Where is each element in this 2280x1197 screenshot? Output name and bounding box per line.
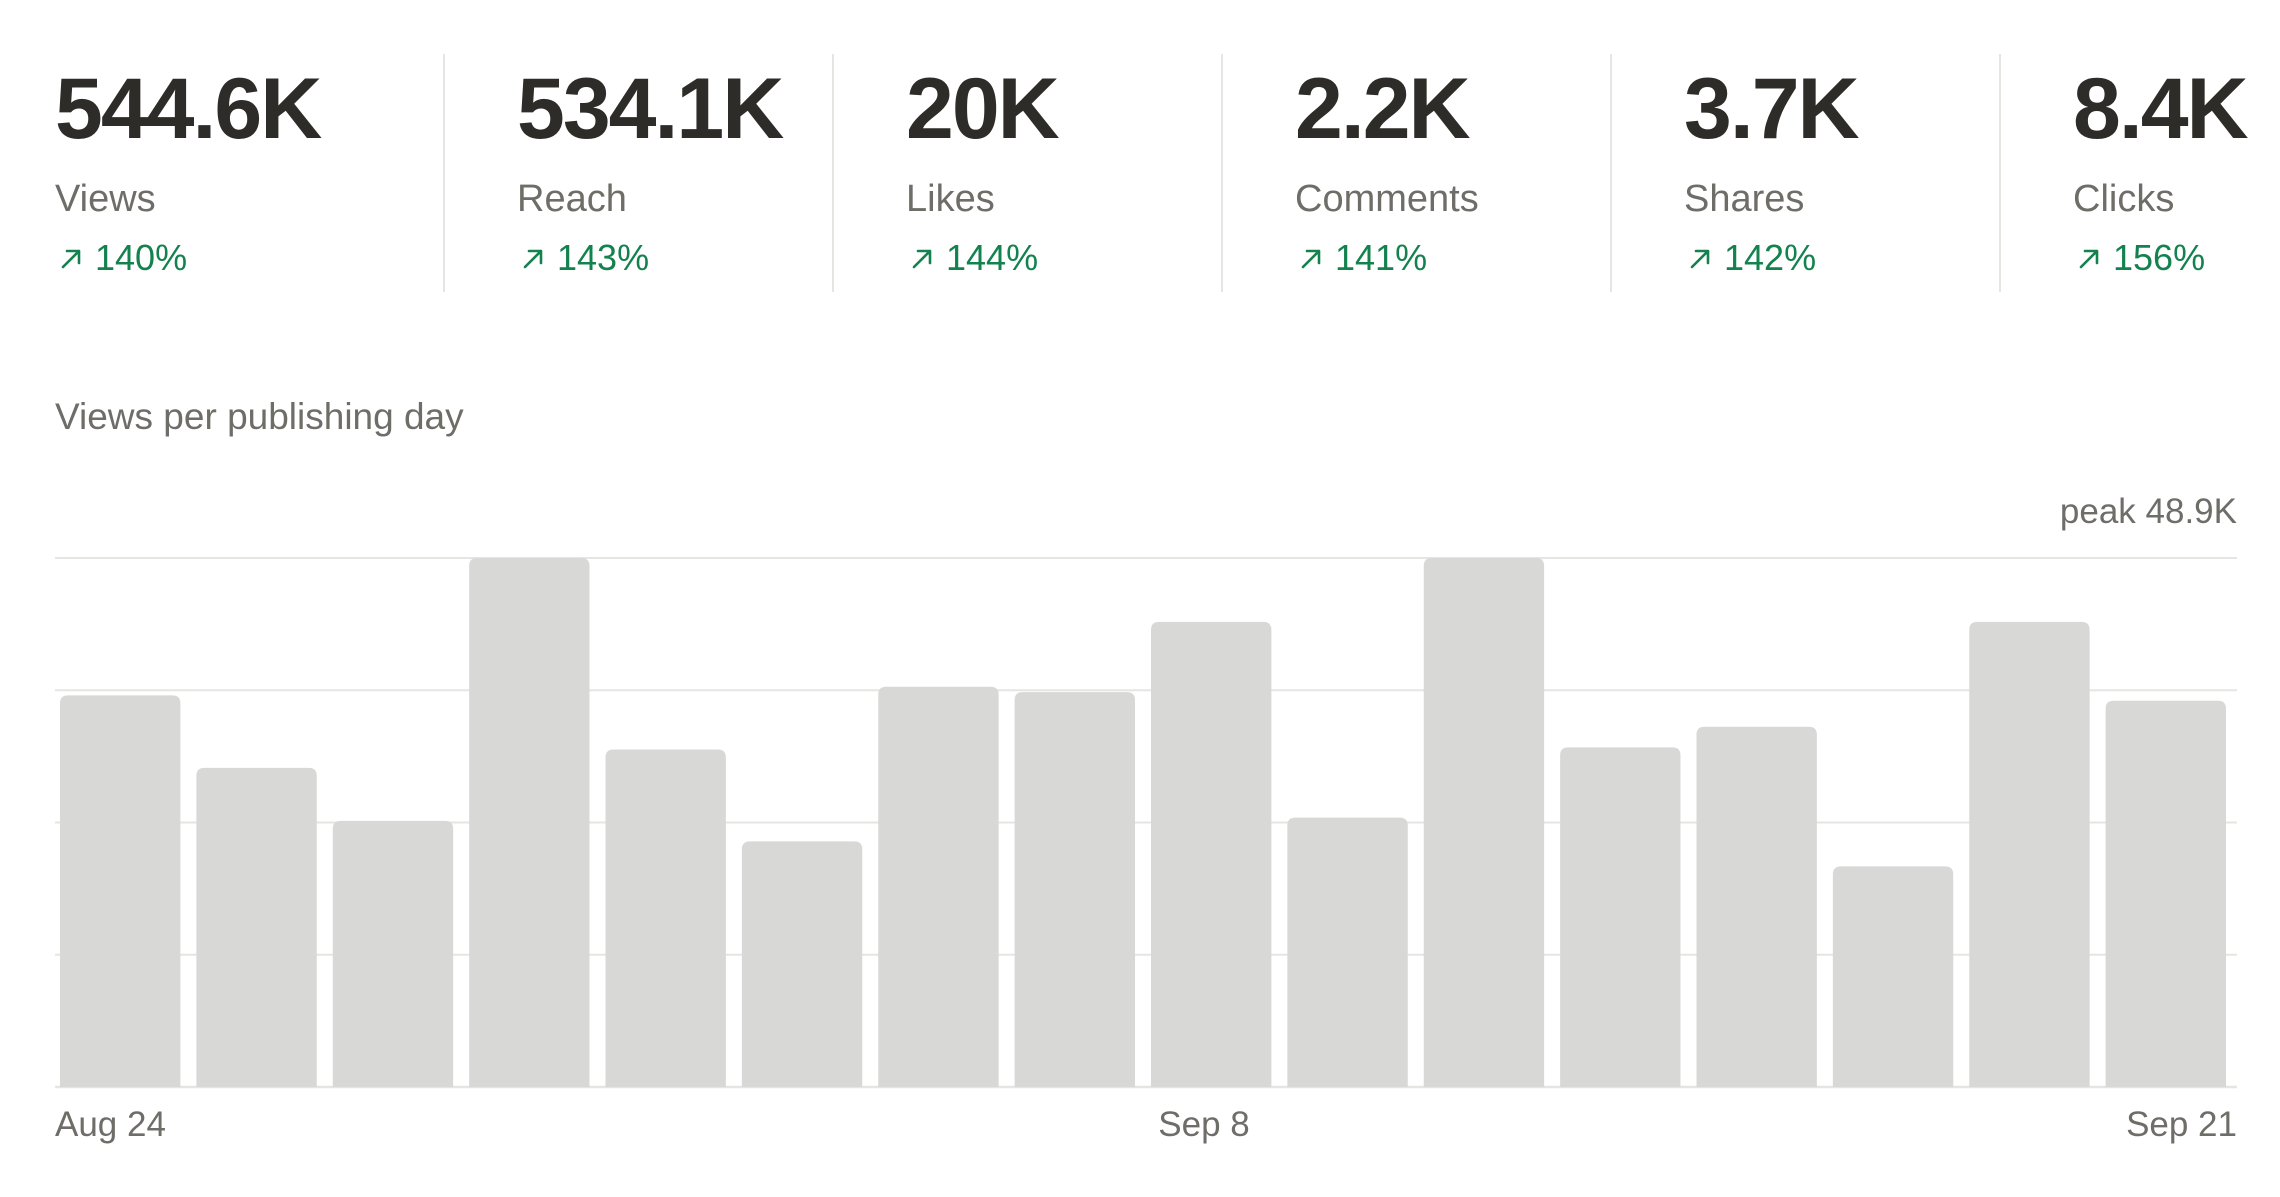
stat-value: 8.4K [2073,61,2249,157]
stat-label: Clicks [2073,178,2175,220]
x-tick-label: Aug 24 [55,1105,166,1144]
stat-change-value: 141% [1335,237,1428,278]
arrow-up-right-icon [61,249,81,269]
stat-label: Shares [1684,178,1805,220]
stat-change-value: 156% [2113,237,2206,278]
stat-value: 544.6K [55,61,322,157]
x-tick-label: Sep 8 [1158,1105,1249,1144]
bar-day-13[interactable] [1696,726,1817,1087]
arrow-up-right-icon [2079,249,2099,269]
x-tick-label: Sep 21 [2126,1105,2237,1144]
stat-value: 534.1K [517,61,784,157]
stat-label: Likes [906,178,995,220]
stat-value: 2.2K [1295,61,1471,157]
bar-day-11[interactable] [1423,558,1545,1087]
stat-change-value: 142% [1724,237,1817,278]
chart-title: Views per publishing day [55,396,464,437]
peak-label: peak 48.9K [2059,492,2237,531]
bar-day-16[interactable] [2105,700,2226,1087]
stat-label: Comments [1295,178,1479,220]
stat-change-value: 143% [557,237,650,278]
bar-day-8[interactable] [1014,692,1135,1087]
stat-change: 143% [517,240,832,276]
stat-change: 141% [1295,240,1610,276]
arrow-up-right-icon [1690,249,1710,269]
bar-day-6[interactable] [741,841,863,1087]
arrow-up-right-icon [1301,249,1321,269]
bar-day-15[interactable] [1969,621,2090,1087]
bar-day-3[interactable] [332,820,454,1087]
stat-change-value: 140% [95,237,188,278]
stat-value: 3.7K [1684,61,1860,157]
bar-day-5[interactable] [605,749,726,1087]
bar-day-10[interactable] [1287,817,1408,1087]
arrow-up-right-icon [523,249,543,269]
stat-card-comments: 2.2K Comments 141% [1221,54,1610,292]
stat-label: Reach [517,178,627,220]
bar-day-7[interactable] [878,686,999,1087]
stat-change: 140% [55,240,443,276]
bar-day-1[interactable] [60,695,181,1087]
bar-day-12[interactable] [1560,747,1681,1087]
stats-row: 544.6K Views 140% 534.1K Reach 143% 20K Likes 14… [55,54,2249,292]
arrow-up-right-icon [912,249,932,269]
stat-card-reach: 534.1K Reach 143% [443,54,832,292]
bar-day-2[interactable] [196,767,317,1087]
stat-change: 144% [906,240,1221,276]
stat-card-shares: 3.7K Shares 142% [1610,54,1999,292]
bar-day-9[interactable] [1151,621,1272,1087]
bar-day-14[interactable] [1832,866,1954,1087]
stat-change-value: 144% [946,237,1039,278]
stat-card-likes: 20K Likes 144% [832,54,1221,292]
stat-card-clicks: 8.4K Clicks 156% [1999,54,2249,292]
stat-label: Views [55,178,156,220]
stat-value: 20K [906,61,1060,157]
stat-card-views: 544.6K Views 140% [55,54,443,292]
stat-change: 156% [2073,240,2247,276]
stat-change: 142% [1684,240,1999,276]
bar-day-4[interactable] [469,558,590,1087]
